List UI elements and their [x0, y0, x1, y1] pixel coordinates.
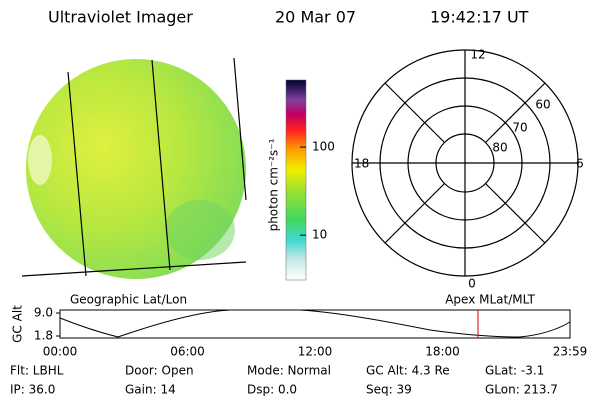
info-field: Seq: 39 [366, 383, 412, 397]
hour-label: 0 [468, 277, 476, 291]
info-field: Mode: Normal [247, 364, 331, 378]
hour-label: 18 [354, 157, 369, 171]
plot-frame [59, 309, 571, 339]
y-tick-label: 1.8 [34, 329, 53, 343]
title: Ultraviolet Imager [48, 8, 193, 27]
info-field: IP: 36.0 [10, 383, 55, 397]
lat-label: 60 [535, 98, 550, 112]
globe-image [21, 57, 247, 279]
info-field: Dsp: 0.0 [247, 383, 297, 397]
x-tick-label: 18:00 [425, 345, 460, 359]
info-field: GLat: -3.1 [485, 364, 544, 378]
altitude-curve [59, 309, 571, 338]
info-field: Flt: LBHL [10, 364, 64, 378]
colorbar [285, 79, 307, 281]
y-tick-label: 9.0 [34, 306, 53, 320]
colorbar-tick-label: 100 [312, 140, 335, 154]
plot-title: Apex MLat/MLT [445, 293, 535, 307]
hour-label: 6 [576, 157, 584, 171]
lat-label: 80 [492, 141, 507, 155]
info-field: Gain: 14 [125, 383, 176, 397]
y-axis-label: GC Alt [11, 305, 25, 343]
x-tick-label: 12:00 [298, 345, 333, 359]
info-field: GC Alt: 4.3 Re [366, 364, 450, 378]
polar-dial [351, 49, 579, 277]
time: 19:42:17 UT [430, 8, 529, 27]
x-tick-label: 00:00 [43, 345, 78, 359]
lat-label: 70 [512, 121, 527, 135]
colorbar-label: photon cm⁻²s⁻¹ [267, 138, 281, 231]
plot-title: Geographic Lat/Lon [70, 293, 187, 307]
x-tick-label: 23:59 [553, 345, 588, 359]
colorbar-tick-label: 10 [312, 228, 327, 242]
date: 20 Mar 07 [275, 8, 356, 27]
x-tick-label: 06:00 [170, 345, 205, 359]
hour-label: 12 [470, 48, 485, 62]
info-field: GLon: 213.7 [485, 383, 558, 397]
info-field: Door: Open [125, 364, 194, 378]
